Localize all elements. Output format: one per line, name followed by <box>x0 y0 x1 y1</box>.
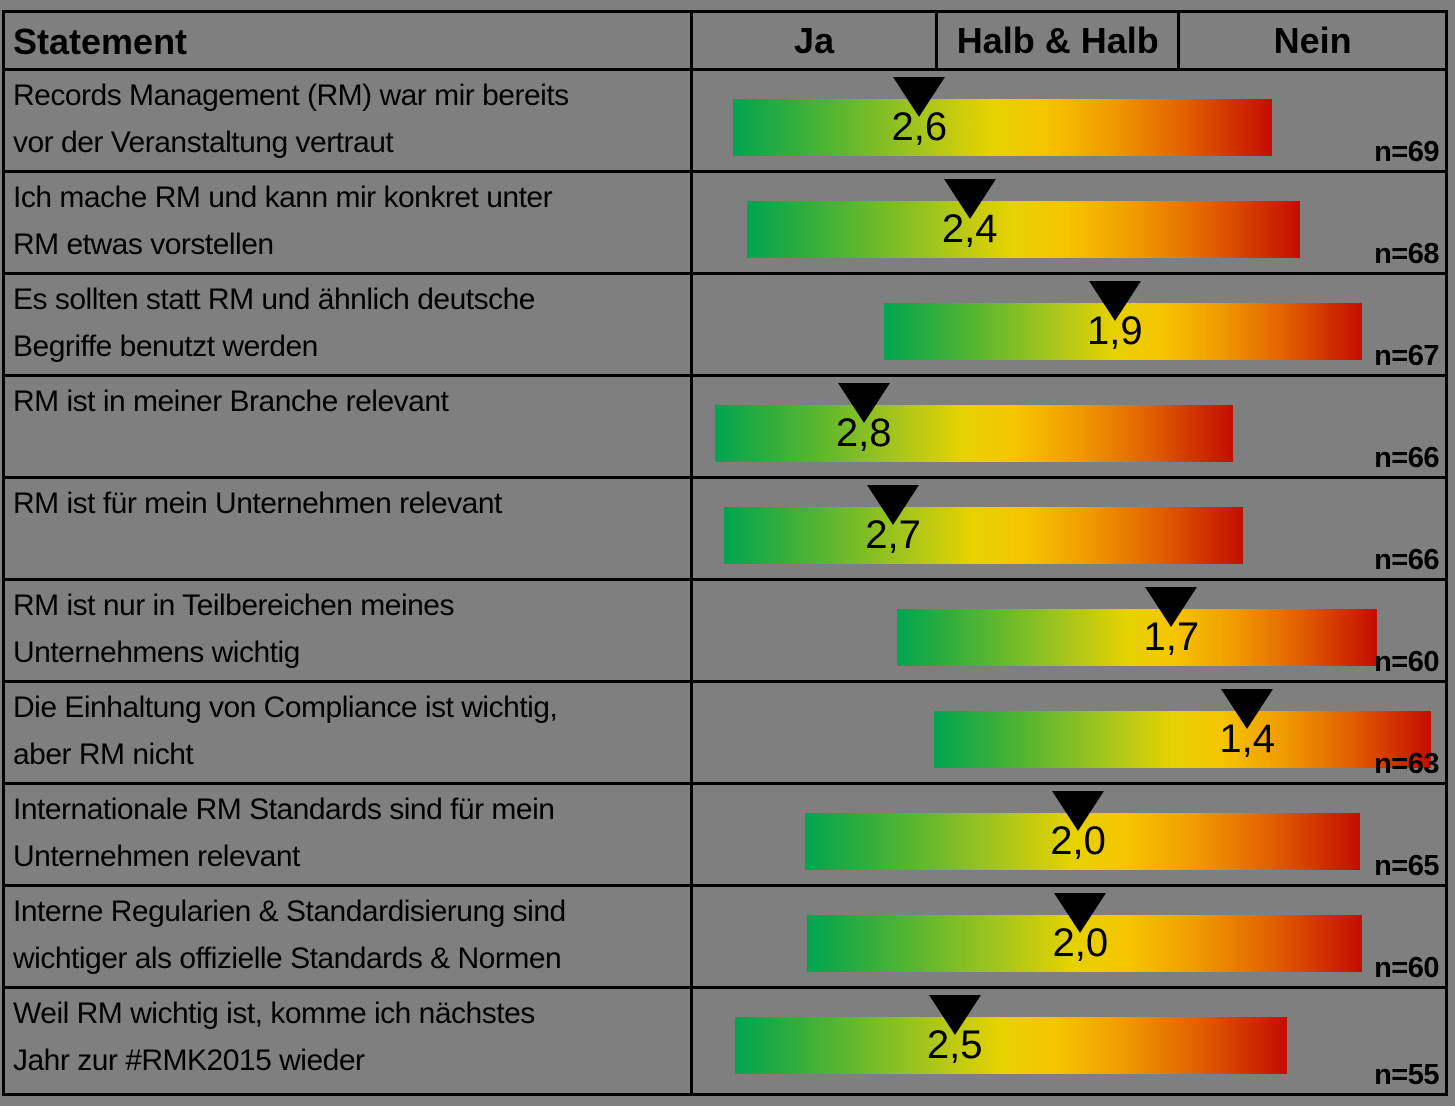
mean-marker-triangle-icon <box>943 179 996 219</box>
mean-marker-triangle-icon <box>1088 281 1141 321</box>
table-row: Es sollten statt RM und ähnlich deutsche… <box>5 272 1445 374</box>
gradient-range-bar <box>747 201 1300 258</box>
table-row: Records Management (RM) war mir bereits … <box>5 68 1445 170</box>
sample-size-label: n=60 <box>1374 952 1439 984</box>
statement-text: Die Einhaltung von Compliance ist wichti… <box>5 683 693 782</box>
statement-text: Records Management (RM) war mir bereits … <box>5 71 693 170</box>
mean-value-label: 2,6 <box>891 105 948 149</box>
rating-scale-cell: 2,0 n=65 <box>693 785 1445 884</box>
rating-scale-cell: 2,0 n=60 <box>693 887 1445 986</box>
mean-value-label: 2,0 <box>1050 819 1106 863</box>
mean-marker-triangle-icon <box>893 77 946 117</box>
gradient-range-bar <box>896 609 1377 666</box>
mean-value-label: 1,9 <box>1087 309 1143 353</box>
sample-size-label: n=63 <box>1374 748 1439 780</box>
rating-scale-cell: 2,7 n=66 <box>693 479 1445 578</box>
statement-text: RM ist für mein Unternehmen relevant <box>5 479 693 578</box>
mean-value-label: 2,7 <box>865 513 921 557</box>
mean-marker-triangle-icon <box>1052 791 1105 831</box>
gradient-range-bar <box>933 711 1432 768</box>
mean-marker-triangle-icon <box>867 485 920 525</box>
statement-text: Es sollten statt RM und ähnlich deutsche… <box>5 275 693 374</box>
sample-size-label: n=66 <box>1374 442 1439 474</box>
table-row: Ich mache RM und kann mir konkret unter … <box>5 170 1445 272</box>
mean-value-label: 1,4 <box>1219 717 1276 761</box>
sample-size-label: n=55 <box>1374 1059 1439 1091</box>
sample-size-label: n=69 <box>1374 136 1439 168</box>
rating-scale-cell: 2,5 n=55 <box>693 989 1445 1093</box>
table-row: RM ist für mein Unternehmen relevant 2,7… <box>5 476 1445 578</box>
statement-text: Internationale RM Standards sind für mei… <box>5 785 693 884</box>
mean-value-label: 1,7 <box>1143 615 1200 659</box>
table-row: Internationale RM Standards sind für mei… <box>5 782 1445 884</box>
table-row: Weil RM wichtig ist, komme ich nächstes … <box>5 986 1445 1093</box>
table-row: RM ist in meiner Branche relevant 2,8 n=… <box>5 374 1445 476</box>
mean-value-label: 2,8 <box>835 411 892 455</box>
statement-text: Interne Regularien & Standardisierung si… <box>5 887 693 986</box>
mean-value-label: 2,5 <box>926 1023 983 1067</box>
sample-size-label: n=66 <box>1374 544 1439 576</box>
rating-scale-cell: 2,4 n=68 <box>693 173 1445 272</box>
statement-text: RM ist nur in Teilbereichen meines Unter… <box>5 581 693 680</box>
rating-scale-cell: 2,8 n=66 <box>693 377 1445 476</box>
mean-value-label: 2,4 <box>941 207 998 251</box>
statement-column-header: Statement <box>5 13 693 68</box>
gradient-range-bar <box>732 99 1273 156</box>
sample-size-label: n=65 <box>1374 850 1439 882</box>
mean-marker-triangle-icon <box>1221 689 1274 729</box>
column-header-ja: Ja <box>794 20 835 61</box>
gradient-range-bar <box>714 405 1233 462</box>
mean-marker-triangle-icon <box>928 995 981 1035</box>
mean-marker-triangle-icon <box>1054 893 1107 933</box>
mean-marker-triangle-icon <box>1145 587 1198 627</box>
rating-scale-cell: 2,6 n=69 <box>693 71 1445 170</box>
statement-text: Ich mache RM und kann mir konkret unter … <box>5 173 693 272</box>
mean-value-label: 2,0 <box>1052 921 1109 965</box>
rating-scale-cell: 1,7 n=60 <box>693 581 1445 680</box>
rating-scale-cell: 1,4 n=63 <box>693 683 1445 782</box>
statement-text: RM ist in meiner Branche relevant <box>5 377 693 476</box>
sample-size-label: n=68 <box>1374 238 1439 270</box>
table-row: RM ist nur in Teilbereichen meines Unter… <box>5 578 1445 680</box>
column-header-nein: Nein <box>1273 20 1352 61</box>
gradient-range-bar <box>723 507 1243 564</box>
gradient-range-bar <box>735 1017 1288 1074</box>
statement-text: Weil RM wichtig ist, komme ich nächstes … <box>5 989 693 1093</box>
header-row: Statement Ja Halb & Halb Nein <box>5 13 1445 68</box>
sample-size-label: n=60 <box>1374 646 1439 678</box>
table-row: Die Einhaltung von Compliance ist wichti… <box>5 680 1445 782</box>
table-row: Interne Regularien & Standardisierung si… <box>5 884 1445 986</box>
table-body: Records Management (RM) war mir bereits … <box>5 68 1445 1093</box>
rating-scale-cell: 1,9 n=67 <box>693 275 1445 374</box>
survey-results-table: Statement Ja Halb & Halb Nein Records Ma… <box>2 10 1448 1096</box>
column-header-halb-halb: Halb & Halb <box>935 13 1181 68</box>
mean-marker-triangle-icon <box>837 383 890 423</box>
scale-header: Ja Halb & Halb Nein <box>693 13 1445 68</box>
sample-size-label: n=67 <box>1374 340 1439 372</box>
